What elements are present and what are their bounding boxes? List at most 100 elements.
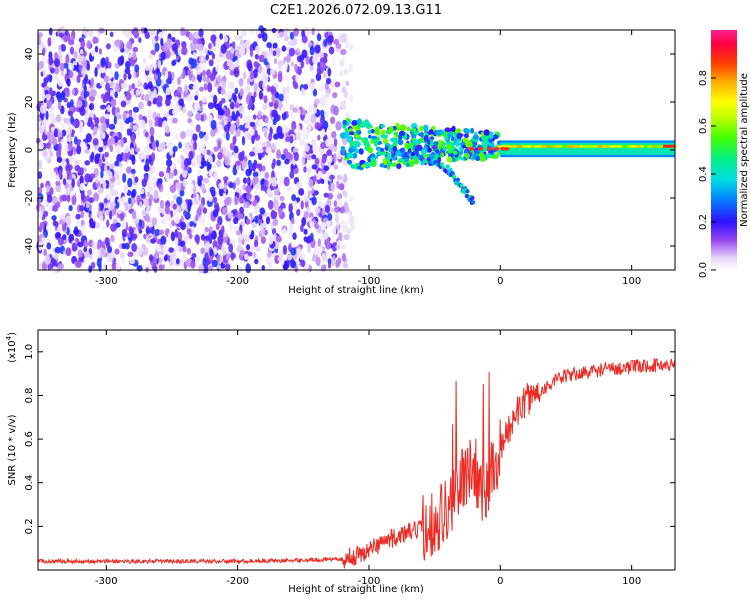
spectrogram-cell <box>277 114 281 121</box>
spectrogram-cell <box>72 229 80 235</box>
spectrogram-cell <box>86 62 91 71</box>
spectrogram-cell <box>546 145 551 148</box>
spectrogram-cell <box>168 172 174 179</box>
spectrogram-cell <box>281 228 287 235</box>
spectrogram-cell <box>427 147 432 153</box>
spectrogram-cell <box>236 117 240 128</box>
spectrogram-cell <box>108 163 115 171</box>
spectrogram-cell <box>262 74 269 83</box>
spectrogram-cell <box>114 39 121 47</box>
spectrogram-cell <box>69 46 75 55</box>
spectrogram-cell <box>429 154 436 160</box>
spectrogram-cell <box>244 85 250 94</box>
spectrogram-cell <box>229 70 235 76</box>
spectrogram-cell <box>175 181 182 190</box>
spectrogram-cell <box>177 206 181 214</box>
spectrogram-cell <box>222 146 227 156</box>
spectrogram-cell <box>115 261 121 271</box>
spectrogram-band <box>500 142 675 155</box>
spectrogram-cell <box>127 251 134 258</box>
spectrogram-cell <box>227 58 233 66</box>
spectrogram-cell <box>253 61 259 68</box>
spectrogram-cell <box>348 215 355 225</box>
spectrogram-cell <box>351 124 358 129</box>
spectrogram-cell <box>333 138 338 147</box>
spectrogram-cell <box>40 104 46 114</box>
spectrogram-cell <box>150 226 155 235</box>
spectrogram-cell <box>320 141 327 150</box>
spectrogram-cell <box>610 145 615 148</box>
spectrogram-cell <box>446 156 453 163</box>
spectrogram-cell <box>320 178 325 185</box>
spectrogram-cell <box>40 91 45 101</box>
spectrogram-cell <box>182 178 188 187</box>
spectrogram-cell <box>235 160 241 167</box>
spectrogram-cell <box>307 125 312 134</box>
spectrogram-cell <box>177 76 181 86</box>
spectrogram-cell <box>158 31 164 38</box>
spectrogram-cell <box>45 185 50 193</box>
spectrogram-cell <box>440 152 445 158</box>
spectrogram-cell <box>183 165 190 171</box>
spectrogram-cell <box>213 246 218 255</box>
spectrogram-cell <box>160 218 166 225</box>
spectrogram-cell <box>153 181 157 189</box>
spectrogram-cell <box>305 55 310 65</box>
spectrogram-cell <box>223 35 229 43</box>
spectrogram-cell <box>195 214 199 221</box>
spectrogram-cell <box>127 73 132 80</box>
spectrogram-cell <box>83 89 88 100</box>
spectrogram-cell <box>249 49 254 58</box>
spectrogram-cell <box>342 252 346 262</box>
spectrogram-cell <box>303 236 308 242</box>
spectrogram-cell <box>227 121 231 129</box>
spectrogram-cell <box>191 253 197 259</box>
spectrogram-cell <box>123 72 127 81</box>
spectrogram-cell <box>351 120 358 126</box>
spectrogram-cell <box>333 38 340 45</box>
spectrogram-cell <box>51 197 58 204</box>
spectrogram-cell <box>254 45 261 53</box>
spectrogram-cell <box>263 130 268 138</box>
spectrogram-cell <box>327 125 332 131</box>
spectrogram-cell <box>406 142 414 150</box>
spectrogram-cell <box>67 125 72 136</box>
spectrogram-cell <box>302 129 308 139</box>
spectrogram-cell <box>308 178 314 188</box>
spectrogram-cell <box>254 53 259 60</box>
spectrogram-cell <box>340 49 347 56</box>
spectrogram-cell <box>253 82 258 93</box>
spectrogram-cell <box>64 117 71 125</box>
spectrogram-cell <box>335 244 340 250</box>
spectrogram-cell <box>215 55 222 64</box>
x-tick-label: 0 <box>497 576 503 587</box>
spectrogram-cell <box>147 53 154 60</box>
spectrogram-cell <box>38 141 44 150</box>
spectrogram-cell <box>140 150 145 160</box>
spectrogram-cell <box>135 128 141 139</box>
spectrogram-cell <box>292 107 298 113</box>
spectrogram-cell <box>193 79 199 87</box>
spectrogram-cell <box>178 98 184 106</box>
spectrogram-cell <box>160 37 164 47</box>
spectrogram-cell <box>273 42 278 49</box>
spectrogram-cell <box>192 51 197 59</box>
spectrogram-cell <box>282 244 288 255</box>
spectrogram-cell <box>188 57 194 65</box>
spectrogram-cell <box>188 150 194 161</box>
spectrogram-cell <box>334 81 341 88</box>
spectrogram-cell <box>321 252 326 263</box>
spectrogram-cell <box>472 152 477 160</box>
spectrogram-cell <box>304 144 310 152</box>
spectrogram-cell <box>146 191 151 198</box>
spectrogram-cell <box>433 141 439 146</box>
spectrogram-cell <box>243 253 249 261</box>
spectrogram-cell <box>466 128 470 135</box>
spectrogram-cell <box>164 70 169 79</box>
spectrogram-cell <box>426 139 431 145</box>
spectrogram-cell <box>167 70 172 81</box>
spectrogram-cell <box>348 148 355 153</box>
spectrogram-cell <box>94 222 101 229</box>
spectrogram-cell <box>279 195 285 202</box>
